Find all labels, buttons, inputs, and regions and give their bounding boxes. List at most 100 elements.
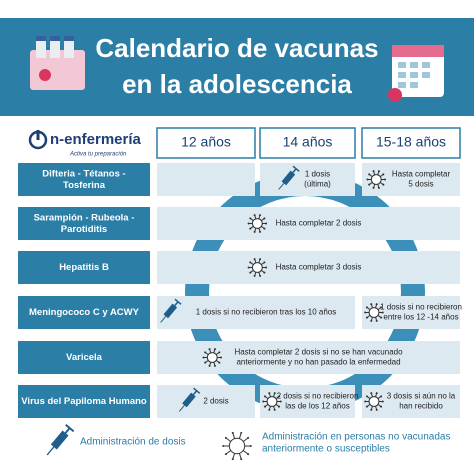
virus-icon — [366, 170, 386, 189]
virus-knob — [366, 178, 369, 181]
virus-knob — [253, 230, 256, 233]
syringe-plunger — [64, 427, 71, 434]
virus-knob — [268, 408, 271, 411]
virus-body — [370, 174, 382, 185]
virus-body — [206, 352, 218, 363]
row-label-box — [18, 296, 150, 329]
row-label: Tosferina — [63, 180, 106, 191]
virus-knob — [380, 306, 383, 309]
cell-text: (última) — [304, 180, 331, 189]
logo-tagline: Activa tu preparación — [69, 152, 127, 158]
virus-knob — [249, 227, 252, 230]
virus-icon — [262, 392, 282, 411]
row-label-box — [18, 163, 150, 196]
virus-knob — [375, 319, 378, 322]
syringe-needle — [160, 316, 167, 323]
virus-body — [228, 437, 246, 455]
virus-knob — [263, 405, 266, 408]
syringe-plunger — [174, 301, 179, 307]
virus-icon — [202, 348, 222, 367]
virus-knob — [249, 445, 252, 447]
virus-knob — [265, 266, 268, 269]
virus-icon — [247, 258, 268, 277]
virus-knob — [253, 214, 256, 217]
logo-name: n-enfermería — [50, 131, 142, 148]
virus-knob — [247, 266, 250, 269]
legend-dose: Administración de dosis — [80, 437, 186, 448]
virus-icon — [222, 431, 252, 461]
virus-knob — [220, 356, 222, 359]
virus-body — [266, 396, 278, 407]
row-label-box — [18, 207, 150, 240]
syringe-handle — [193, 387, 201, 394]
cell-text: 2 dosis — [203, 397, 228, 406]
vials-decoration — [30, 36, 85, 90]
row-label-box — [18, 385, 150, 418]
virus-knob — [208, 348, 211, 351]
cell-text: 2 dosis si no recibieron — [277, 392, 359, 401]
syringe-handle — [174, 298, 182, 305]
virus-knob — [218, 361, 221, 364]
syringe-icon — [160, 298, 182, 323]
title-line: en la adolescencia — [122, 69, 352, 99]
virus-spike — [242, 437, 248, 442]
virus-knob — [370, 303, 373, 306]
syringe-icon — [178, 387, 201, 412]
column-header: 15-18 años — [376, 134, 446, 150]
row-label: Meningococo C y ACWY — [29, 307, 140, 318]
virus-knob — [365, 395, 368, 398]
virus-knob — [381, 311, 384, 314]
virus-knob — [265, 222, 268, 225]
virus-knob — [273, 392, 276, 395]
virus-knob — [375, 408, 378, 411]
row-label: Difteria - Tétanos - — [42, 168, 125, 179]
syringe-needle — [178, 405, 185, 412]
virus-spike — [242, 450, 248, 455]
virus-knob — [364, 311, 367, 314]
cell — [157, 207, 460, 240]
virus-knob — [204, 351, 207, 354]
virus-spike — [232, 433, 236, 439]
virus-knob — [247, 222, 250, 225]
virus-spike — [226, 437, 232, 442]
virus-body — [251, 218, 263, 229]
virus-icon — [364, 392, 384, 411]
row-label-box — [18, 341, 150, 374]
virus-knob — [268, 392, 271, 395]
virus-knob — [364, 400, 367, 403]
virus-knob — [208, 364, 211, 367]
virus-knob — [259, 274, 262, 277]
virus-knob — [263, 217, 266, 220]
virus-knob — [278, 405, 281, 408]
virus-knob — [370, 319, 373, 322]
virus-knob — [263, 261, 266, 264]
row-label: Parotiditis — [61, 224, 107, 235]
virus-knob — [263, 271, 266, 274]
virus-knob — [240, 458, 243, 461]
virus-body — [368, 396, 380, 407]
cell-text: 1 dosis si no recibieron — [380, 303, 462, 312]
row-label: Sarampión - Rubeola - — [34, 212, 135, 223]
virus-spike — [238, 433, 242, 439]
column-header-box — [259, 127, 356, 159]
virus-knob — [375, 392, 378, 395]
syringe-barrel — [281, 170, 296, 186]
cell-text: Hasta completar 3 dosis — [276, 263, 362, 272]
virus-knob — [231, 458, 234, 461]
virus-knob — [368, 173, 371, 176]
row-label: Virus del Papiloma Humano — [21, 396, 147, 407]
virus-knob — [368, 183, 371, 186]
virus-knob — [279, 400, 282, 403]
legend-unvaccinated: Administración en personas no vacunadas — [262, 432, 450, 443]
syringe-barrel — [182, 392, 196, 408]
calendar-decoration — [388, 45, 444, 102]
legend-unvaccinated: anteriormente o susceptibles — [262, 444, 390, 455]
virus-knob — [372, 186, 375, 189]
row-label: Hepatitis B — [59, 262, 109, 273]
virus-knob — [231, 431, 234, 434]
virus-knob — [278, 395, 281, 398]
syringe-barrel — [50, 430, 69, 450]
virus-knob — [249, 261, 252, 264]
cell-text: 1 dosis — [305, 170, 330, 179]
